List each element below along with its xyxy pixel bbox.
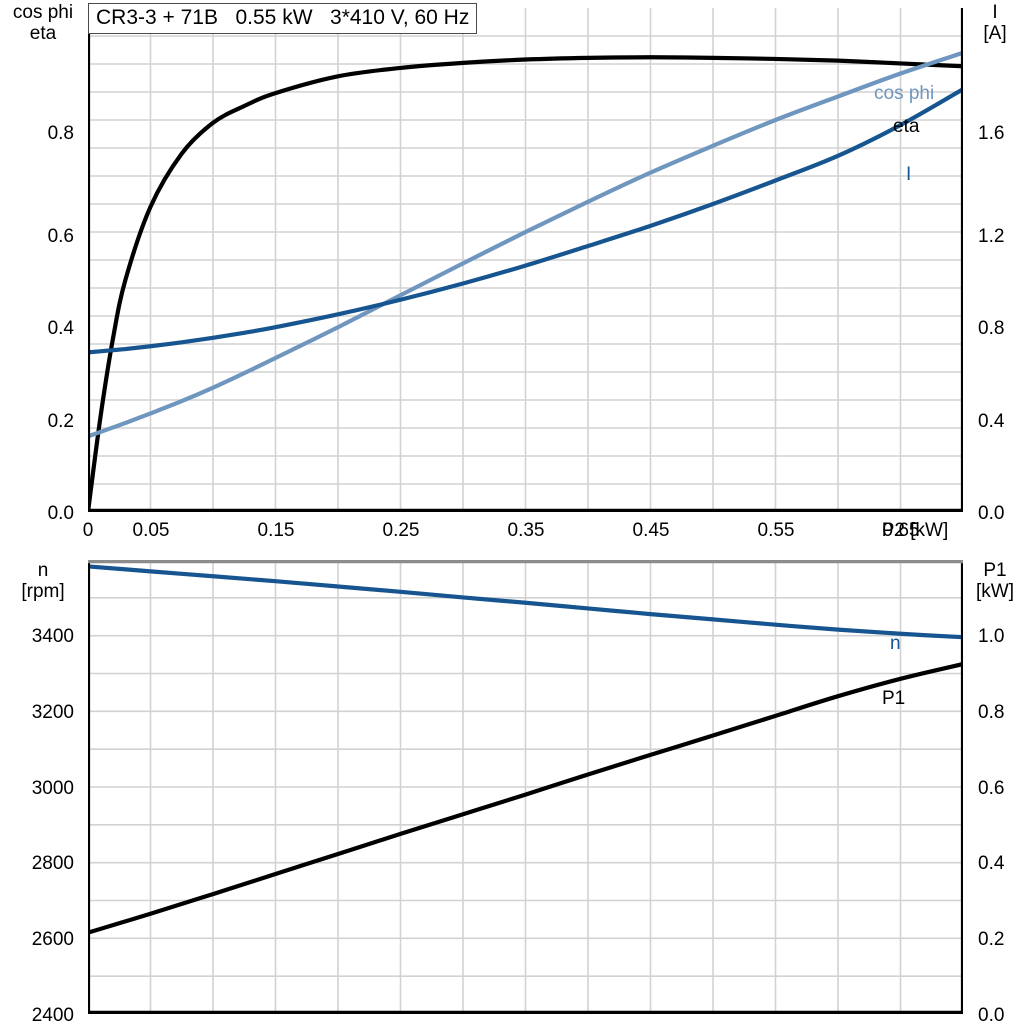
bottom-left-tick-4: 3200: [31, 702, 74, 723]
top-x-tick-2: 0.15: [257, 520, 295, 541]
curve-label-speed: n: [890, 633, 901, 654]
bottom-right-tick-2: 0.4: [978, 853, 1005, 874]
bottom-right-tick-4: 0.8: [978, 702, 1005, 723]
top-right-tick-0: 0.0: [978, 503, 1005, 524]
top-x-tick-1: 0.05: [132, 520, 170, 541]
top-right-tick-4: 1.6: [978, 123, 1005, 144]
bottom-right-tick-1: 0.2: [978, 929, 1005, 950]
top-x-tick-5: 0.45: [632, 520, 670, 541]
top-left-tick-1: 0.2: [47, 411, 74, 432]
top-plot-area: [88, 8, 963, 512]
top-right-axis-title: I [A]: [983, 2, 1007, 44]
curve-label-cos-phi: cos phi: [874, 83, 935, 104]
chart-title: CR3-3 + 71B 0.55 kW 3*410 V, 60 Hz: [88, 3, 478, 34]
top-x-tick-0: 0: [82, 520, 94, 541]
curve-label-eta: eta: [893, 116, 920, 137]
bottom-left-tick-1: 2600: [31, 929, 74, 950]
top-x-tick-4: 0.35: [507, 520, 545, 541]
top-x-axis-title: P2 [kW]: [881, 520, 949, 541]
top-x-tick-6: 0.55: [757, 520, 795, 541]
top-chart: cos phi eta I [A] CR3-3 + 71B 0.55 kW 3*…: [12, 2, 1007, 541]
top-left-axis-title: cos phi eta: [12, 2, 74, 44]
bottom-right-tick-0: 0.0: [978, 1005, 1005, 1026]
bottom-right-axis-title: P1 [kW]: [976, 560, 1014, 602]
top-left-tick-0: 0.0: [47, 503, 74, 524]
curve-label-current: I: [906, 164, 912, 185]
top-right-tick-1: 0.4: [978, 411, 1005, 432]
curve-label-p1: P1: [882, 688, 906, 709]
bottom-chart: n [rpm] P1 [kW] 2400 2600 2800 3000 3200…: [0, 548, 1024, 1026]
top-right-tick-2: 0.8: [978, 318, 1005, 339]
top-left-tick-3: 0.6: [47, 226, 74, 247]
top-left-tick-4: 0.8: [47, 123, 74, 144]
bottom-left-axis-title: n [rpm]: [21, 560, 65, 602]
top-left-tick-2: 0.4: [47, 318, 74, 339]
bottom-right-tick-5: 1.0: [978, 626, 1005, 647]
bottom-plot-area: [88, 560, 963, 1014]
top-right-tick-3: 1.2: [978, 226, 1005, 247]
bottom-left-tick-5: 3400: [31, 626, 74, 647]
bottom-left-tick-0: 2400: [31, 1005, 74, 1026]
bottom-left-tick-2: 2800: [31, 853, 74, 874]
bottom-right-tick-3: 0.6: [978, 778, 1005, 799]
top-x-tick-7: 0.65: [882, 520, 920, 541]
top-x-tick-3: 0.25: [382, 520, 420, 541]
bottom-left-tick-3: 3000: [31, 778, 74, 799]
